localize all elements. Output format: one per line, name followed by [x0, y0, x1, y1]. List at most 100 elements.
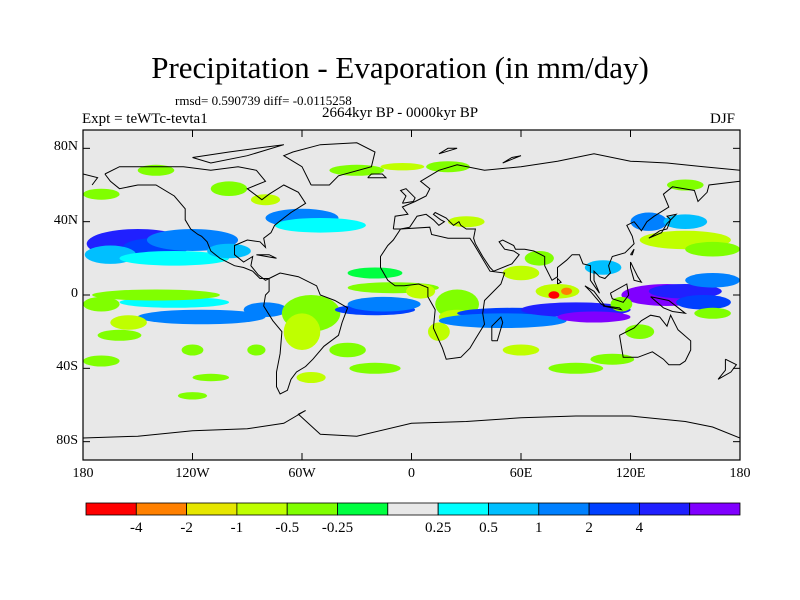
field-region [207, 243, 251, 259]
field-region [630, 212, 668, 231]
colorbar-swatch [588, 502, 640, 516]
field-region [83, 296, 120, 312]
colorbar-swatch [689, 502, 741, 516]
field-region [181, 344, 204, 356]
colorbar-swatch [337, 502, 389, 516]
chart-title: Precipitation - Evaporation (in mm/day) [151, 50, 649, 85]
coastline [557, 277, 562, 285]
colorbar-swatch [286, 502, 338, 516]
colorbar-label: -0.5 [275, 520, 300, 536]
coastline [83, 410, 740, 439]
coastline [399, 188, 416, 204]
coastline [648, 213, 678, 239]
colorbar-label: 1 [535, 520, 543, 536]
coastline [380, 226, 506, 360]
y-tick-label: 40S [56, 359, 78, 375]
coastline [282, 142, 376, 186]
field-region [502, 344, 540, 356]
field-region [428, 322, 450, 341]
coastline [609, 283, 630, 303]
coastline [263, 272, 349, 395]
field-region [561, 287, 573, 295]
field-region [210, 181, 248, 196]
x-tick-label: 120E [615, 466, 646, 481]
colorbar-swatch [437, 502, 489, 516]
colorbar-label: -4 [130, 520, 143, 536]
x-tick-label: 180 [72, 466, 94, 481]
field-region [137, 164, 175, 176]
field-region [694, 307, 731, 319]
field-region [83, 188, 120, 200]
season-label: DJF [710, 111, 736, 127]
field-region [548, 362, 604, 374]
field-region [663, 214, 708, 229]
y-tick-label: 80N [53, 139, 78, 155]
field-region [247, 344, 266, 356]
field-region [685, 273, 740, 288]
colorbar-label: 0.5 [479, 520, 498, 536]
field-region [426, 161, 470, 173]
field-region [535, 284, 580, 299]
coastline [83, 173, 99, 186]
y-tick-label: 80S [56, 432, 78, 448]
colorbar-swatch [85, 502, 137, 516]
field-region [97, 329, 142, 341]
colorbar-label: 4 [635, 520, 644, 536]
colorbar-swatch [639, 502, 691, 516]
colorbar-label: -2 [180, 520, 193, 536]
coastline [603, 305, 623, 311]
coastline [392, 153, 740, 230]
colorbar-swatch [236, 502, 288, 516]
x-tick-label: 120W [175, 466, 210, 481]
coastline [192, 144, 284, 164]
period-label: 2664kyr BP - 0000kyr BP [322, 105, 479, 121]
colorbar-label: -1 [230, 520, 244, 536]
field-region [548, 291, 560, 299]
colorbar-swatch [135, 502, 188, 516]
coastline [367, 173, 388, 179]
field-region [110, 315, 147, 330]
colorbar [85, 502, 741, 516]
field-region [676, 295, 731, 310]
field-region [406, 284, 436, 299]
x-tick-label: 60W [288, 466, 316, 481]
coastline-layer [83, 142, 740, 439]
field-region [524, 250, 554, 266]
field-region [349, 362, 401, 374]
field-region [329, 342, 366, 358]
tick-marks [82, 130, 741, 460]
field-region [92, 289, 220, 301]
field-region [250, 194, 281, 206]
field-region [648, 284, 722, 299]
colorbar-label: 0.25 [425, 520, 452, 536]
stats-label: rmsd= 0.590739 diff= -0.0115258 [175, 93, 352, 108]
x-tick-label: 0 [408, 466, 415, 481]
colorbar-label: 2 [585, 520, 593, 536]
colorbar-swatch [488, 502, 540, 516]
colorbar-label: -0.25 [321, 520, 354, 536]
x-tick-label: 180 [729, 466, 751, 481]
coastline [717, 358, 738, 380]
coastline [630, 261, 643, 284]
field-region [177, 392, 208, 400]
field-region [590, 353, 635, 365]
field-region [283, 313, 321, 351]
y-tick-label: 40N [53, 212, 78, 228]
colorbar-swatch [387, 502, 439, 516]
coastline [619, 313, 692, 366]
colorbar-swatch [186, 502, 238, 516]
field-region [685, 241, 740, 257]
field-region [502, 265, 540, 281]
field-region [557, 311, 631, 323]
field-region [137, 309, 266, 325]
coastline [630, 248, 635, 256]
coastline [438, 147, 458, 155]
field-region [274, 218, 366, 233]
x-tick-label: 60E [509, 466, 533, 481]
coastline [584, 285, 606, 307]
coastline [491, 316, 504, 342]
y-tick-label: 0 [71, 286, 78, 301]
field-region [296, 372, 326, 383]
field-region [380, 163, 425, 171]
